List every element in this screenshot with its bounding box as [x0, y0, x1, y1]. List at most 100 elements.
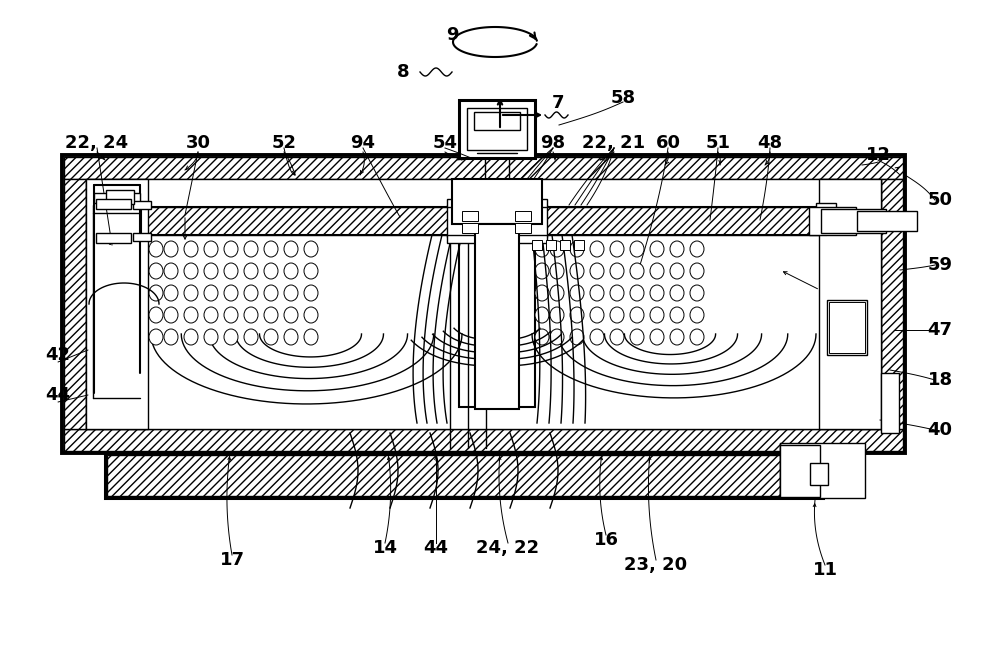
- Ellipse shape: [149, 329, 163, 345]
- Ellipse shape: [570, 241, 584, 257]
- Bar: [106, 190, 134, 204]
- Ellipse shape: [630, 241, 644, 257]
- Ellipse shape: [224, 307, 238, 323]
- Ellipse shape: [304, 329, 318, 345]
- Ellipse shape: [164, 263, 178, 279]
- Bar: [447, 205, 547, 237]
- Ellipse shape: [244, 285, 258, 301]
- Bar: [816, 203, 836, 209]
- Bar: [86, 179, 881, 429]
- Ellipse shape: [284, 241, 298, 257]
- Text: 11: 11: [812, 561, 838, 579]
- Bar: [527, 207, 826, 235]
- Ellipse shape: [690, 307, 704, 323]
- Bar: [461, 203, 533, 405]
- Text: 50: 50: [928, 191, 952, 209]
- Bar: [107, 455, 821, 496]
- Text: 98: 98: [540, 134, 566, 152]
- Ellipse shape: [570, 285, 584, 301]
- Ellipse shape: [690, 285, 704, 301]
- Ellipse shape: [244, 241, 258, 257]
- Bar: [64, 157, 903, 179]
- Text: 94: 94: [351, 134, 376, 152]
- Ellipse shape: [244, 307, 258, 323]
- Bar: [64, 179, 86, 429]
- Ellipse shape: [590, 285, 604, 301]
- Ellipse shape: [224, 241, 238, 257]
- Ellipse shape: [690, 329, 704, 345]
- Text: 51: 51: [706, 134, 730, 152]
- Text: 30: 30: [186, 134, 210, 152]
- Ellipse shape: [164, 307, 178, 323]
- Bar: [459, 201, 535, 407]
- Ellipse shape: [149, 263, 163, 279]
- Bar: [532, 240, 542, 250]
- Text: 44: 44: [46, 386, 70, 404]
- Bar: [574, 240, 584, 250]
- Bar: [454, 181, 540, 222]
- Ellipse shape: [650, 329, 664, 345]
- Ellipse shape: [610, 241, 624, 257]
- Ellipse shape: [264, 263, 278, 279]
- Bar: [447, 235, 547, 243]
- Ellipse shape: [550, 263, 564, 279]
- Text: 22, 24: 22, 24: [65, 134, 129, 152]
- Text: 12: 12: [866, 146, 891, 164]
- Text: 47: 47: [928, 321, 952, 339]
- Ellipse shape: [164, 329, 178, 345]
- Ellipse shape: [650, 307, 664, 323]
- Ellipse shape: [264, 329, 278, 345]
- Text: 54: 54: [432, 134, 458, 152]
- Ellipse shape: [149, 241, 163, 257]
- Bar: [881, 179, 903, 429]
- Ellipse shape: [204, 285, 218, 301]
- Text: 44: 44: [424, 539, 448, 557]
- Ellipse shape: [570, 307, 584, 323]
- Bar: [859, 213, 915, 229]
- Bar: [881, 373, 899, 433]
- Bar: [447, 199, 547, 207]
- Text: 52: 52: [272, 134, 296, 152]
- Bar: [462, 211, 478, 221]
- Ellipse shape: [670, 285, 684, 301]
- Bar: [809, 207, 856, 235]
- Ellipse shape: [670, 263, 684, 279]
- Ellipse shape: [650, 241, 664, 257]
- Text: 18: 18: [927, 371, 953, 389]
- Ellipse shape: [550, 307, 564, 323]
- Ellipse shape: [630, 329, 644, 345]
- Ellipse shape: [164, 241, 178, 257]
- Ellipse shape: [590, 307, 604, 323]
- Ellipse shape: [590, 263, 604, 279]
- Bar: [780, 443, 865, 498]
- Ellipse shape: [610, 285, 624, 301]
- Ellipse shape: [570, 329, 584, 345]
- Bar: [62, 155, 905, 453]
- Ellipse shape: [610, 329, 624, 345]
- Text: 17: 17: [220, 551, 244, 569]
- Ellipse shape: [304, 263, 318, 279]
- Text: 8: 8: [397, 63, 409, 81]
- Bar: [462, 223, 478, 233]
- Ellipse shape: [550, 329, 564, 345]
- Text: 58: 58: [610, 89, 636, 107]
- Ellipse shape: [164, 285, 178, 301]
- Ellipse shape: [264, 307, 278, 323]
- Bar: [94, 193, 140, 203]
- Bar: [452, 179, 542, 224]
- Ellipse shape: [184, 285, 198, 301]
- Ellipse shape: [284, 263, 298, 279]
- Ellipse shape: [244, 263, 258, 279]
- Ellipse shape: [184, 241, 198, 257]
- Ellipse shape: [630, 307, 644, 323]
- Text: 59: 59: [928, 256, 952, 274]
- Bar: [141, 207, 467, 235]
- Ellipse shape: [149, 307, 163, 323]
- Bar: [515, 211, 531, 221]
- Bar: [96, 233, 131, 243]
- Ellipse shape: [304, 285, 318, 301]
- Ellipse shape: [590, 241, 604, 257]
- Text: 14: 14: [372, 539, 398, 557]
- Bar: [96, 199, 131, 209]
- Bar: [829, 302, 865, 353]
